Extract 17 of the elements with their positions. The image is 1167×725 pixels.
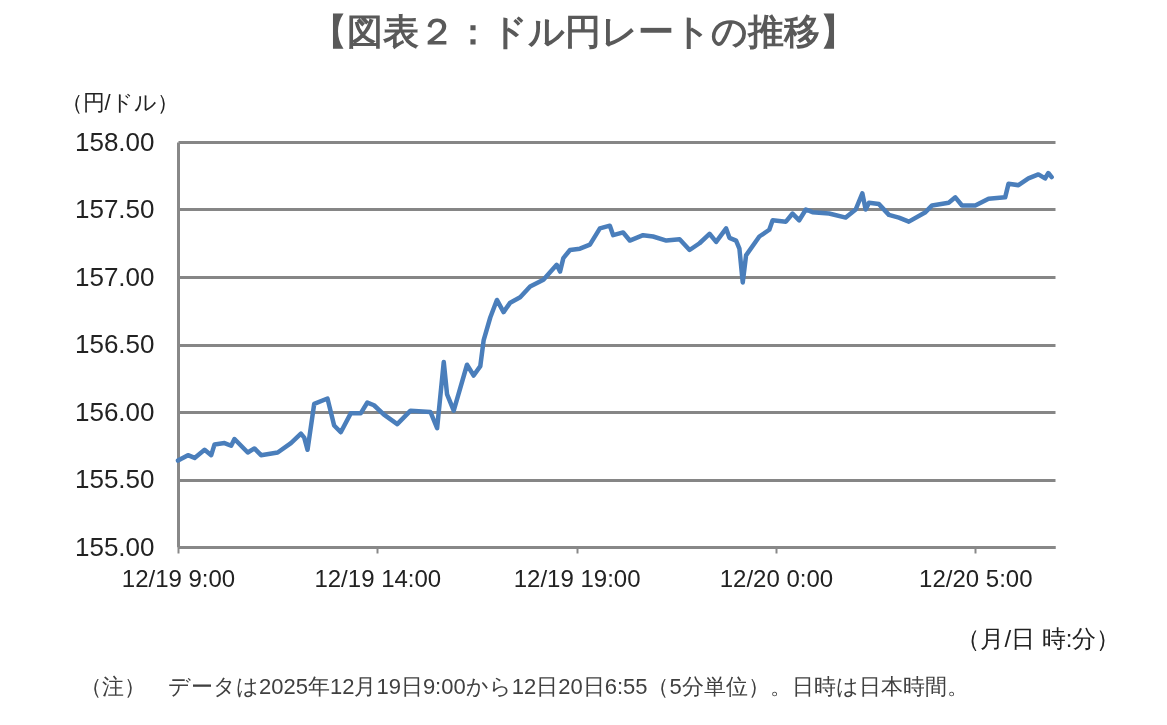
y-tick-label: 156.50 — [74, 329, 155, 359]
y-tick-label: 155.00 — [74, 531, 155, 562]
x-tick-label: 12/19 9:00 — [121, 564, 236, 592]
chart-title: 【図表２：ドル円レートの推移】 — [310, 10, 857, 54]
x-tick-label: 12/19 14:00 — [314, 564, 442, 592]
y-tick-label: 158.00 — [74, 126, 155, 157]
x-tick-label: 12/20 5:00 — [919, 564, 1033, 592]
x-axis-title: （月/日 時:分） — [956, 624, 1121, 652]
text: （注） データは2025年12月19日9:00から12日20日6:55（5分単位）。日時は日本時間。 — [80, 673, 969, 701]
y-tick-label: 155.50 — [74, 464, 155, 494]
y-tick-label: 157.00 — [74, 261, 155, 292]
y-tick-label: 157.50 — [74, 194, 155, 224]
x-tick-label: 12/20 0:00 — [719, 564, 834, 592]
line-series — [175, 170, 1054, 463]
y-tick-label: 156.00 — [74, 396, 155, 427]
x-tick-label: 12/19 19:00 — [513, 564, 641, 592]
y-axis-title: （円/ドル） — [60, 89, 179, 115]
